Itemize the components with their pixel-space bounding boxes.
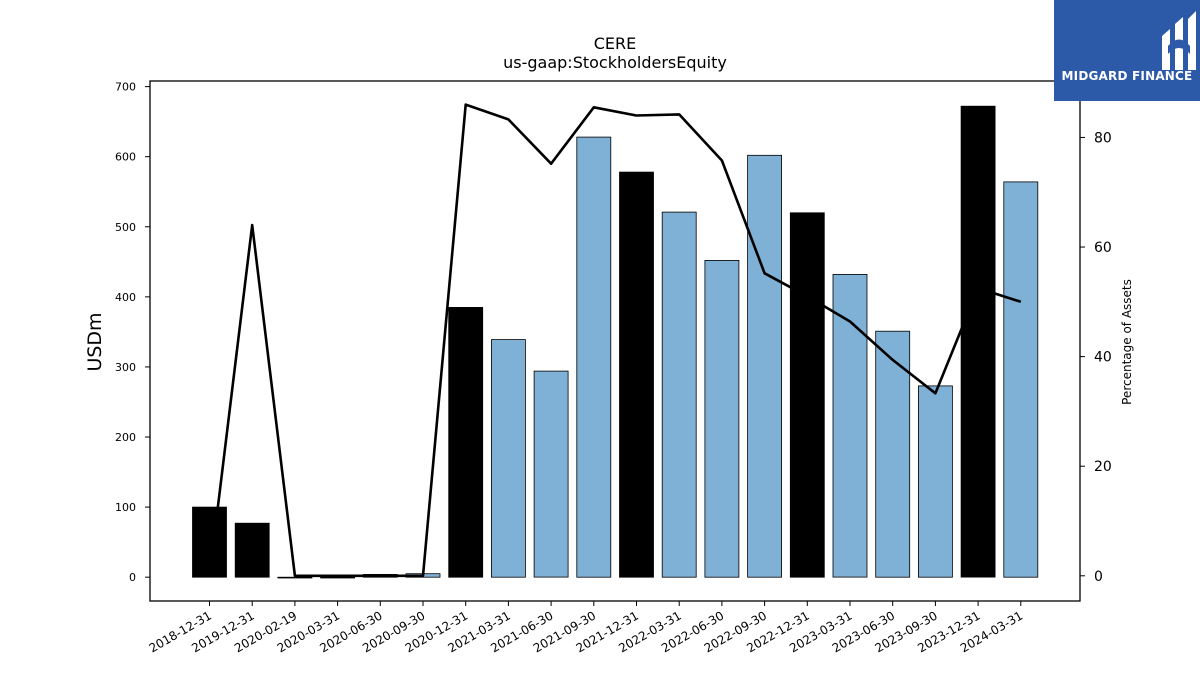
y2-tick-label: 0 [1094, 569, 1103, 585]
y-axis: 0 100 200 300 400 500 600 700 [115, 81, 150, 584]
bar-2021-03-31 [490, 339, 526, 578]
x-axis: 2018-12-312019-12-312020-02-192020-03-31… [147, 601, 1025, 655]
bar-2021-12-31 [619, 171, 654, 578]
chart-subtitle: us-gaap:StockholdersEquity [503, 53, 727, 72]
bar-2023-09-30 [918, 385, 953, 578]
logo-mark-icon [1162, 11, 1196, 70]
bar-2023-12-31 [960, 105, 996, 578]
y2-tick-label: 20 [1094, 459, 1112, 475]
y-tick-label: 200 [115, 431, 136, 444]
bar-2020-12-31 [448, 306, 484, 578]
bar-2023-03-31 [832, 273, 868, 578]
bar-2019-12-31 [234, 522, 270, 578]
y2-axis-label: Percentage of Assets [1120, 279, 1134, 405]
bar-2022-12-31 [789, 212, 825, 578]
bar-2020-03-31 [320, 576, 356, 579]
bar-2022-06-30 [704, 259, 740, 578]
y2-tick-label: 60 [1094, 240, 1112, 256]
bar-2021-06-30 [533, 370, 569, 578]
y-tick-label: 300 [115, 361, 136, 374]
chart-title: CERE [594, 34, 637, 53]
y-tick-label: 400 [115, 291, 136, 304]
bar-series [192, 105, 1039, 579]
bar-2021-09-30 [576, 136, 612, 578]
bar-2022-03-31 [661, 211, 697, 578]
y2-axis: 0 20 40 60 80 [1080, 130, 1112, 585]
y-tick-label: 100 [115, 501, 136, 514]
y2-tick-label: 40 [1094, 350, 1112, 366]
y-axis-label: USDm [84, 312, 106, 371]
y2-tick-label: 80 [1094, 130, 1112, 146]
bar-2023-06-30 [875, 330, 911, 578]
y-tick-label: 0 [129, 571, 136, 584]
percentage-line [208, 103, 1022, 578]
logo-text: MIDGARD FINANCE [1061, 69, 1193, 83]
bar-2020-02-19 [277, 576, 313, 579]
y-tick-label: 500 [115, 221, 136, 234]
bar-2024-03-31 [1003, 181, 1039, 578]
plot-frame [149, 80, 1081, 602]
midgard-finance-logo: MIDGARD FINANCE [1054, 0, 1200, 101]
bar-2022-09-30 [747, 154, 782, 578]
y-tick-label: 600 [115, 151, 136, 164]
y-tick-label: 700 [115, 81, 136, 94]
